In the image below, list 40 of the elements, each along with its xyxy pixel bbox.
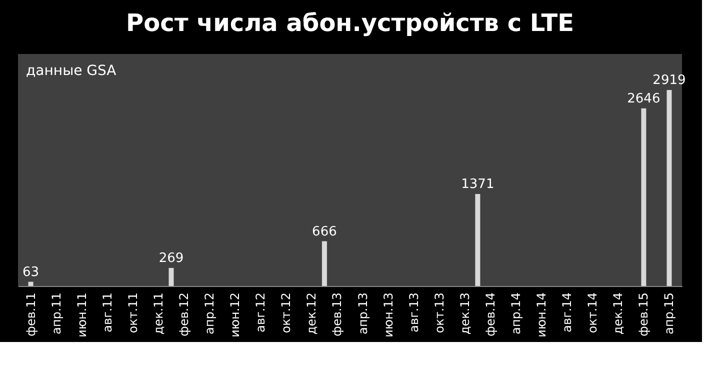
- x-tick-label: фев.12: [177, 292, 191, 336]
- x-tick-label: дек.12: [304, 292, 319, 335]
- data-label: 2646: [627, 91, 660, 106]
- x-tick-label: фев.14: [483, 292, 498, 336]
- x-tick-label: апр.12: [202, 292, 217, 334]
- data-label: 269: [158, 250, 184, 266]
- x-tick-label: апр.11: [49, 292, 64, 334]
- data-label: 2919: [652, 73, 686, 88]
- x-tick-label: дек.14: [611, 292, 626, 335]
- x-tick-label: фев.13: [330, 292, 344, 336]
- x-tick-label: фев.11: [24, 292, 38, 336]
- x-tick-label: апр.13: [356, 292, 370, 334]
- x-tick-label: окт.12: [279, 292, 294, 334]
- x-tick-label: авг.13: [406, 292, 421, 332]
- data-label: 1371: [461, 176, 494, 192]
- x-tick-label: авг.12: [254, 292, 268, 332]
- bar: [322, 241, 327, 286]
- bar: [28, 282, 34, 286]
- x-tick-label: дек.11: [151, 292, 166, 335]
- x-tick-label: окт.13: [432, 292, 446, 334]
- bar: [168, 268, 174, 286]
- x-tick-label: июн.11: [74, 292, 89, 338]
- chart-title: Рост числа абон.устройств с LTE: [126, 9, 574, 37]
- x-tick-label: дек.13: [458, 292, 472, 335]
- x-tick-label: июн.13: [381, 292, 396, 338]
- text: данные GSA: [26, 63, 117, 79]
- x-tick-label: фев.15: [636, 292, 651, 336]
- data-label: 666: [312, 224, 337, 240]
- data-label: 63: [22, 264, 40, 280]
- bar: [666, 90, 672, 286]
- bar: [475, 194, 480, 286]
- x-tick-label: окт.14: [586, 292, 600, 334]
- x-tick-label: авг.11: [100, 292, 114, 332]
- x-tick-label: апр.14: [509, 292, 523, 334]
- x-tick-label: окт.11: [126, 292, 140, 334]
- x-tick-label: апр.15: [662, 292, 676, 334]
- bar: [641, 108, 646, 286]
- x-tick-label: авг.14: [560, 292, 574, 332]
- x-tick-label: июн.12: [228, 292, 242, 338]
- x-tick-label: июн.14: [534, 292, 549, 338]
